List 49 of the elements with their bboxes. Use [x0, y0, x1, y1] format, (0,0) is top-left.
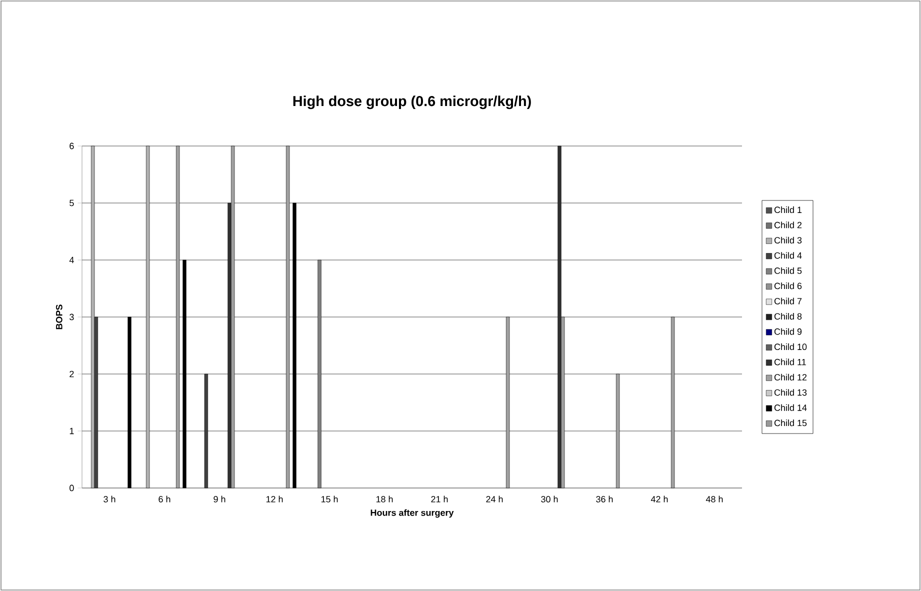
legend-label: Child 9 — [774, 328, 802, 335]
y-tick-label: 5 — [70, 200, 74, 206]
bar — [146, 146, 150, 488]
y-tick-label: 3 — [70, 314, 74, 320]
legend-label: Child 5 — [774, 267, 802, 274]
y-axis-title: BOPS — [56, 304, 62, 330]
legend-label: Child 10 — [774, 343, 807, 350]
x-tick-label: 6 h — [158, 496, 170, 502]
x-tick-label: 21 h — [431, 496, 448, 502]
x-tick-label: 18 h — [376, 496, 393, 502]
bar — [558, 146, 562, 488]
x-tick-label: 48 h — [706, 496, 723, 502]
bar — [231, 146, 235, 488]
y-tick-label: 4 — [69, 256, 74, 264]
x-tick-label: 30 h — [541, 496, 558, 502]
y-tick-label: 6 — [70, 142, 74, 150]
x-tick-label: 42 h — [650, 496, 668, 502]
x-tick-label: 15 h — [321, 496, 338, 502]
legend-label: Child 11 — [774, 358, 806, 366]
y-tick-label: 0 — [70, 484, 74, 492]
bar — [91, 146, 95, 488]
x-axis-title: Hours after surgery — [370, 509, 454, 518]
bar — [286, 146, 290, 488]
bar — [506, 316, 510, 488]
legend-label: Child 7 — [774, 298, 802, 304]
legend-label: Child 15 — [774, 420, 807, 426]
legend-label: Child 4 — [774, 252, 802, 259]
y-tick-label: 2 — [70, 370, 74, 378]
y-tick-label: 1 — [70, 428, 74, 434]
legend-label: Child 2 — [774, 222, 802, 228]
x-tick-label: 24 h — [486, 496, 503, 502]
legend-label: Child 13 — [774, 389, 807, 396]
x-tick-label: 3 h — [104, 496, 116, 502]
bar — [182, 260, 186, 488]
legend-label: Child 1 — [774, 206, 802, 214]
bar — [292, 202, 296, 488]
x-tick-label: 9 h — [214, 496, 226, 502]
legend-label: Child 3 — [774, 236, 802, 244]
legend-label: Child 12 — [774, 374, 807, 380]
x-tick-label: 36 h — [596, 496, 613, 502]
bar — [671, 316, 675, 488]
legend-label: Child 14 — [774, 404, 807, 411]
bar — [616, 374, 620, 488]
bar — [128, 316, 132, 488]
legend-label: Child 6 — [774, 282, 802, 290]
chart-title: High dose group (0.6 microgr/kg/h) — [293, 96, 531, 110]
bar — [176, 146, 180, 488]
legend-label: Child 8 — [774, 312, 802, 320]
x-tick-label: 12 h — [266, 496, 283, 502]
